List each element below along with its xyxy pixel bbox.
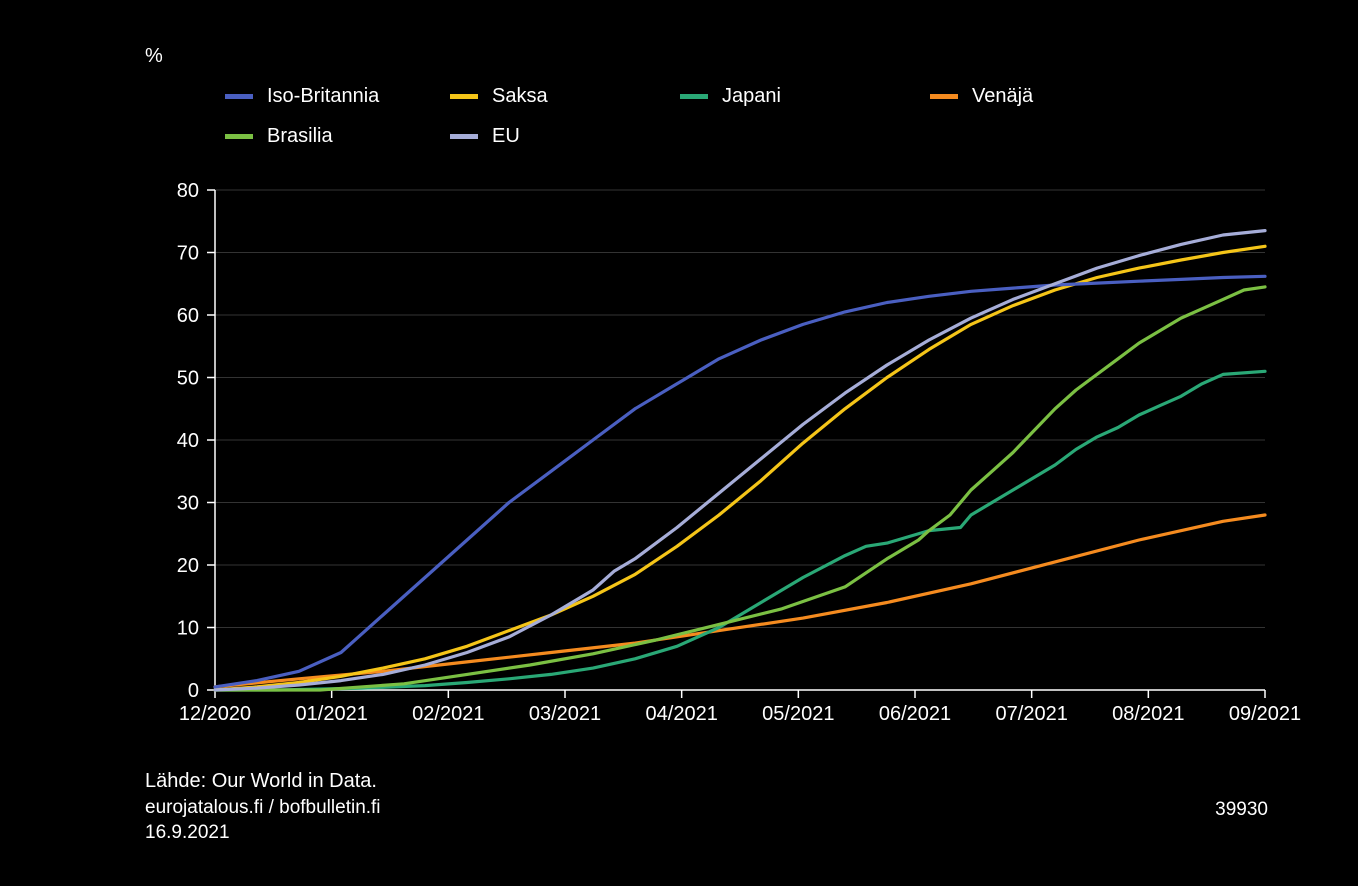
- svg-text:03/2021: 03/2021: [529, 703, 601, 725]
- svg-text:80: 80: [177, 180, 199, 202]
- svg-text:04/2021: 04/2021: [646, 703, 718, 725]
- svg-text:05/2021: 05/2021: [762, 703, 834, 725]
- svg-text:01/2021: 01/2021: [296, 703, 368, 725]
- chart-container: % Iso-BritanniaSaksaJapaniVenäjäBrasilia…: [0, 0, 1358, 886]
- series-eu: [215, 231, 1265, 690]
- svg-text:0: 0: [188, 680, 199, 702]
- svg-text:20: 20: [177, 555, 199, 577]
- svg-text:07/2021: 07/2021: [996, 703, 1068, 725]
- svg-text:50: 50: [177, 368, 199, 390]
- svg-text:60: 60: [177, 305, 199, 327]
- series-russia: [215, 515, 1265, 687]
- svg-text:30: 30: [177, 493, 199, 515]
- svg-text:08/2021: 08/2021: [1112, 703, 1184, 725]
- svg-text:12/2020: 12/2020: [179, 703, 251, 725]
- footer-site: eurojatalous.fi / bofbulletin.fi: [145, 795, 381, 821]
- series-uk: [215, 276, 1265, 687]
- footer-left: eurojatalous.fi / bofbulletin.fi 16.9.20…: [145, 795, 381, 846]
- svg-text:70: 70: [177, 243, 199, 265]
- svg-text:10: 10: [177, 618, 199, 640]
- series-japan: [215, 371, 1265, 690]
- footer-date: 16.9.2021: [145, 820, 381, 846]
- svg-text:40: 40: [177, 430, 199, 452]
- source-label: Lähde: Our World in Data.: [145, 770, 377, 793]
- chart-plot: 0 10 20 30 40 50 60 70 80 12/2020 01/2021 02/2021 03…: [0, 0, 1358, 886]
- series-brazil: [215, 287, 1265, 690]
- svg-text:06/2021: 06/2021: [879, 703, 951, 725]
- svg-text:02/2021: 02/2021: [412, 703, 484, 725]
- footer-right: 39930: [1215, 799, 1268, 821]
- svg-text:09/2021: 09/2021: [1229, 703, 1301, 725]
